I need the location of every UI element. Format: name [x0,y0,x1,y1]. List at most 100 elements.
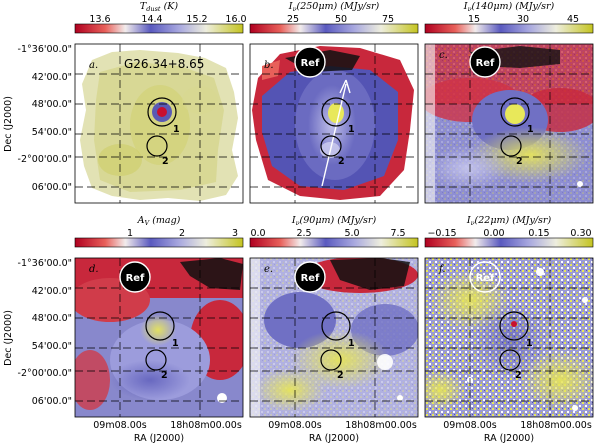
clump-circle-1 [500,97,530,127]
ref-label: Ref [301,58,320,69]
colorbar-f [424,237,594,248]
clump-circle-2 [499,349,521,371]
map-image-c [425,44,593,203]
clump-circle-2 [320,135,342,157]
clump-circle-1 [321,97,351,127]
clump-label-1: 1 [527,124,534,135]
cbar-tick-label: 75 [382,14,394,25]
panel-e: Iν(90μm) (MJy/sr) 0.0 2.5 5.0 7.5 [249,215,419,418]
ra-axis-label: RA (J2000) [484,433,534,444]
colorbar-ticks-b: 25 50 75 [287,14,394,25]
ref-marker-c: Ref [469,46,501,78]
ra-tick-label: 18h08m00.00s [345,420,417,431]
panel-letter-f: f. [438,264,446,275]
clump-circle-1 [147,97,177,127]
clump-circle-2 [146,135,168,157]
dec-axis-top: Dec (J2000) -1°36'00.0" 42'00.0" 48'00.0… [3,44,72,193]
ref-label: Ref [476,273,495,284]
cbar-tick-label: 2 [179,228,185,239]
ra-axis-e: 09m08.00s 18h08m00.00s RA (J2000) [268,420,417,444]
cbar-tick-label: 2.5 [296,228,311,239]
cbar-tick-label: 50 [335,14,347,25]
ref-marker-f: Ref [469,261,501,293]
ref-label: Ref [476,58,495,69]
dec-tick-label: -1°36'00.0" [18,44,72,55]
cbar-tick-label: 0.30 [570,228,591,239]
direction-arrow [321,83,347,187]
direction-arrow-head [339,79,351,94]
grid-b [250,44,418,203]
clump-label-1: 1 [173,124,180,135]
map-image-d [75,258,243,410]
colorbar-a [74,23,244,34]
dec-tick-label: -2°00'00.0" [18,154,72,165]
panel-letter-a: a. [89,60,98,71]
cbar-tick-label: 14.4 [141,14,162,25]
ra-axis-label: RA (J2000) [309,433,359,444]
cbar-tick-label: 5.0 [344,228,359,239]
dec-tick-label: -1°36'00.0" [18,258,72,269]
grid-e [250,258,418,417]
clump-label-2: 2 [337,370,344,381]
ra-axis-label: RA (J2000) [134,433,184,444]
clump-label-2: 2 [338,156,345,167]
dec-tick-label: 48'00.0" [32,313,72,324]
colorbar-ticks-e: 0.0 2.5 5.0 7.5 [250,228,405,239]
colorbar-title-c: Iν(140μm) (MJy/sr) [463,1,555,13]
grid-c [425,44,593,203]
ra-axis-f: 09m08.00s 18h08m00.00s RA (J2000) [443,420,592,444]
cbar-tick-label: 1 [127,228,133,239]
colorbar-title-a: Tdust (K) [140,1,178,13]
clump-label-1: 1 [526,338,533,349]
cbar-tick-label: −0.15 [427,228,456,239]
panel-letter-e: e. [264,264,273,275]
panel-c: Iν(140μm) (MJy/sr) 15 30 45 [424,1,594,204]
cbar-tick-label: 7.5 [390,228,405,239]
clump-label-1: 1 [348,124,355,135]
ref-marker-b: Ref [294,46,326,78]
cbar-tick-label: 15 [468,14,480,25]
colorbar-title-d: AV (mag) [137,215,181,227]
colorbar-c [424,23,594,34]
ra-tick-label: 18h08m00.00s [170,420,242,431]
dec-axis-label: Dec (J2000) [3,96,14,152]
dec-tick-label: 48'00.0" [32,99,72,110]
clump-circle-2 [320,349,342,371]
ref-marker-e: Ref [294,261,326,293]
map-image-b [252,46,414,200]
ref-marker-d: Ref [119,261,151,293]
clump-label-2: 2 [162,156,169,167]
ra-axis-d: 09m08.00s 18h08m00.00s RA (J2000) [93,420,242,444]
clump-circle-1 [145,311,175,341]
cbar-tick-label: 16.0 [225,14,246,25]
panel-f: Iν(22μm) (MJy/sr) −0.15 0.00 0.15 0.30 [424,215,594,418]
dec-tick-label: 06'00.0" [32,396,72,407]
dec-axis-bottom: Dec (J2000) -1°36'00.0" 42'00.0" 48'00.0… [3,258,72,407]
clump-circle-2 [500,135,522,157]
panel-letter-b: b. [264,60,274,71]
cbar-tick-label: 0.0 [250,228,265,239]
ref-label: Ref [126,273,145,284]
colorbar-title-b: Iν(250μm) (MJy/sr) [288,1,380,13]
cbar-tick-label: 0.00 [483,228,504,239]
colorbar-title-e: Iν(90μm) (MJy/sr) [291,215,377,227]
cbar-tick-label: 0.15 [528,228,549,239]
ra-tick-label: 09m08.00s [268,420,322,431]
panel-b: Iν(250μm) (MJy/sr) 25 50 75 [249,1,419,204]
dec-tick-label: 42'00.0" [32,72,72,83]
ra-tick-label: 09m08.00s [443,420,497,431]
panel-d: AV (mag) 1 2 3 d [74,215,244,418]
dec-axis-label: Dec (J2000) [3,310,14,366]
panel-letter-c: c. [439,50,448,61]
colorbar-d [74,237,244,248]
clump-label-2: 2 [515,370,522,381]
dec-tick-label: -2°00'00.0" [18,368,72,379]
colorbar-e [249,237,419,248]
colorbar-title-f: Iν(22μm) (MJy/sr) [466,215,552,227]
map-image-e [250,258,418,417]
cbar-tick-label: 15.2 [186,14,207,25]
cbar-tick-label: 25 [287,14,299,25]
grid-f [425,258,593,417]
colorbar-ticks-c: 15 30 45 [468,14,579,25]
